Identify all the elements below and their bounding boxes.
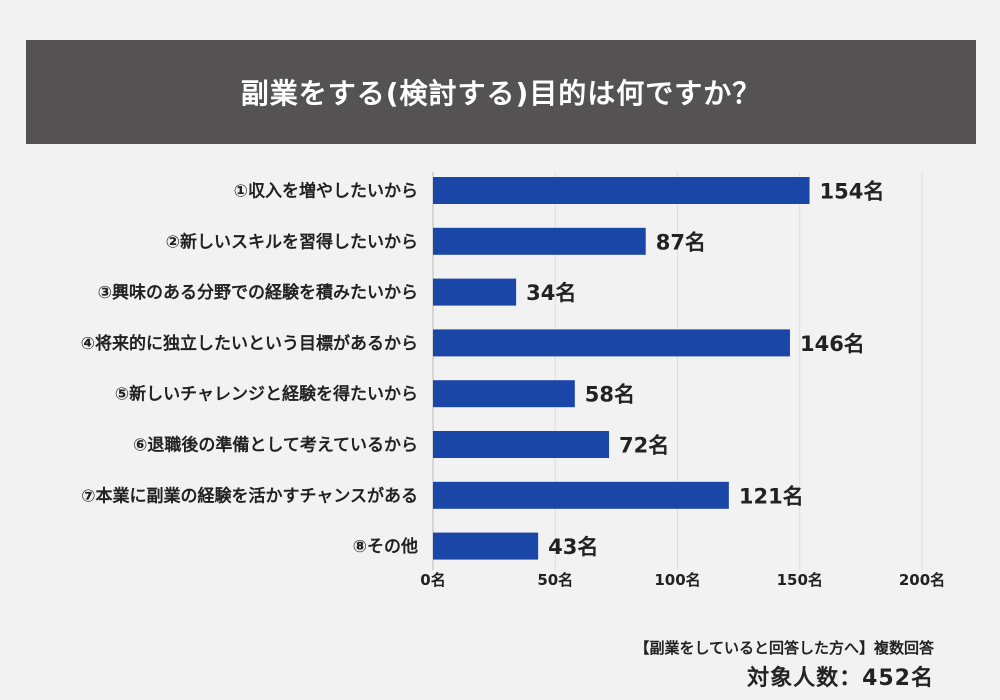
bar-5 bbox=[433, 380, 575, 408]
category-label-7: ⑦本業に副業の経験を活かすチャンスがある bbox=[81, 485, 418, 506]
bar-4 bbox=[433, 329, 790, 357]
tick-label-0: 0名 bbox=[420, 571, 445, 589]
tick-label-50: 50名 bbox=[537, 571, 573, 589]
bars bbox=[433, 177, 810, 560]
category-label-2: ②新しいスキルを習得したいから bbox=[166, 231, 418, 252]
footnote-sample-size: 対象人数：452名 bbox=[747, 666, 934, 691]
value-label-8: 43名 bbox=[548, 535, 598, 559]
tick-label-150: 150名 bbox=[777, 571, 823, 589]
bar-6 bbox=[433, 431, 610, 458]
bar-8 bbox=[433, 532, 539, 560]
chart-title: 副業をする(検討する)目的は何ですか？ bbox=[240, 77, 762, 110]
bar-7 bbox=[433, 481, 729, 509]
value-label-7: 121名 bbox=[739, 484, 804, 508]
labels: 0名 50名 100名 150名 200名 ①収入を増やしたいから 154名 ②新しいスキルを… bbox=[81, 180, 946, 590]
value-label-6: 72名 bbox=[619, 434, 669, 458]
value-label-2: 87名 bbox=[656, 230, 706, 254]
value-label-4: 146名 bbox=[800, 332, 865, 356]
category-label-4: ④将来的に独立したいという目標があるから bbox=[81, 333, 418, 354]
category-label-3: ③興味のある分野での経験を積みたいから bbox=[98, 282, 418, 303]
value-label-3: 34名 bbox=[526, 281, 576, 305]
title-bar: 副業をする(検討する)目的は何ですか？ bbox=[26, 40, 976, 144]
value-label-5: 58名 bbox=[585, 383, 635, 407]
tick-label-200: 200名 bbox=[899, 571, 945, 589]
tick-label-100: 100名 bbox=[654, 571, 700, 589]
category-label-5: ⑤新しいチャレンジと経験を得たいから bbox=[115, 384, 418, 405]
footnote-respondents: 【副業をしていると回答した方へ】複数回答 bbox=[634, 639, 934, 657]
bar-1 bbox=[433, 177, 810, 204]
category-label-8: ⑧その他 bbox=[353, 536, 418, 557]
value-label-1: 154名 bbox=[820, 180, 885, 204]
bar-3 bbox=[433, 278, 517, 306]
category-label-1: ①収入を増やしたいから bbox=[234, 181, 418, 202]
category-label-6: ⑥退職後の準備として考えているから bbox=[133, 435, 418, 456]
bar-2 bbox=[433, 227, 646, 255]
